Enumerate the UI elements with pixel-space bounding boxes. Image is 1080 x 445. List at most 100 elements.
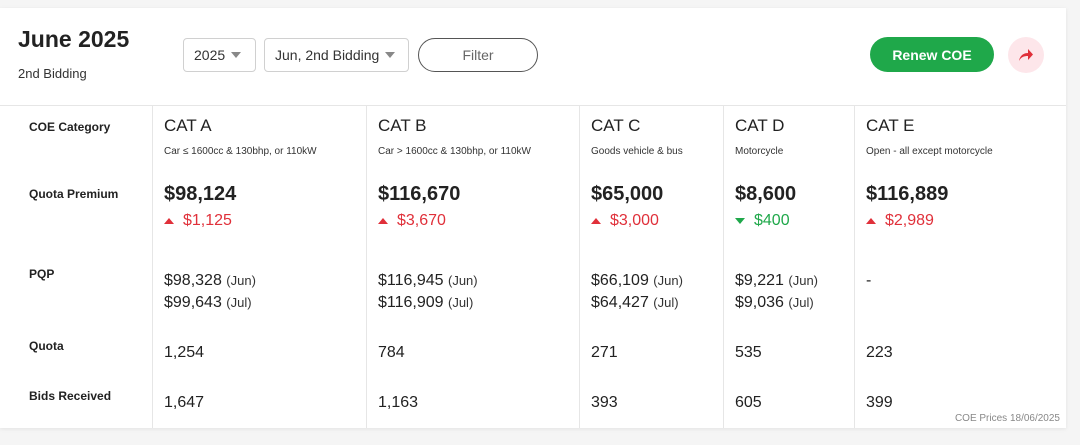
pqp-value: $66,109 [591,272,649,289]
row-label-category: COE Category [29,120,111,134]
quota-premium-value: $116,889 [866,183,949,205]
quota-cell: 535 [735,344,762,362]
pqp-month: (Jul) [653,295,679,310]
share-button[interactable] [1008,37,1044,73]
pqp-month: (Jun) [653,273,683,288]
year-select[interactable]: 2025 [183,38,256,72]
bids-cell: 605 [735,394,762,412]
premium-change-value: $400 [754,212,790,229]
pqp-month: (Jul) [226,295,252,310]
premium-change: $1,125 [164,212,236,230]
pqp-value: $9,036 [735,294,784,311]
pqp-line: $64,427 (Jul) [591,292,683,314]
triangle-up-icon [591,218,601,224]
category-description: Open - all except motorcycle [866,146,993,157]
category-name: CAT B [378,116,427,135]
pqp-line: $66,109 (Jun) [591,270,683,292]
premium-change-value: $3,000 [610,212,659,229]
column-divider [854,106,855,428]
premium-change-value: $3,670 [397,212,446,229]
pqp-cell: - [866,270,871,292]
premium-change: $3,000 [591,212,663,230]
category-header-cell: CAT A Car ≤ 1600cc & 130bhp, or 110kW [164,116,317,157]
pqp-cell: $98,328 (Jun) $99,643 (Jul) [164,270,256,314]
category-header-cell: CAT E Open - all except motorcycle [866,116,993,157]
pqp-value: $116,909 [378,294,444,311]
filter-button[interactable]: Filter [418,38,538,72]
category-description: Car > 1600cc & 130bhp, or 110kW [378,146,531,157]
pqp-value: $116,945 [378,272,444,289]
premium-change-value: $1,125 [183,212,232,229]
quota-value: 535 [735,344,762,361]
category-description: Motorcycle [735,146,784,157]
category-header-cell: CAT D Motorcycle [735,116,784,157]
card-header: June 2025 2nd Bidding 2025 Jun, 2nd Bidd… [0,8,1066,106]
pqp-cell: $116,945 (Jun) $116,909 (Jul) [378,270,478,314]
bids-value: 1,163 [378,394,419,411]
pqp-value: $9,221 [735,272,784,289]
row-label-quota: Quota [29,339,64,353]
quota-premium-cell: $98,124 $1,125 [164,183,236,230]
pqp-line: - [866,270,871,292]
bids-value: 399 [866,394,893,411]
quota-value: 223 [866,344,893,361]
triangle-up-icon [866,218,876,224]
pqp-cell: $66,109 (Jun) $64,427 (Jul) [591,270,683,314]
pqp-month: (Jun) [226,273,256,288]
page-subtitle: 2nd Bidding [18,66,87,81]
pqp-cell: $9,221 (Jun) $9,036 (Jul) [735,270,818,314]
triangle-up-icon [378,218,388,224]
column-divider [366,106,367,428]
quota-value: 271 [591,344,618,361]
category-name: CAT D [735,116,785,135]
column-divider [723,106,724,428]
year-select-value: 2025 [194,47,226,63]
quota-premium-value: $65,000 [591,183,664,205]
coe-table: COE Category Quota Premium PQP Quota Bid… [0,106,1066,428]
bids-cell: 393 [591,394,618,412]
row-label-premium: Quota Premium [29,187,119,201]
chevron-down-icon [385,52,396,58]
coe-card: June 2025 2nd Bidding 2025 Jun, 2nd Bidd… [0,8,1066,428]
quota-value: 784 [378,344,405,361]
pqp-line: $98,328 (Jun) [164,270,256,292]
category-header-cell: CAT B Car > 1600cc & 130bhp, or 110kW [378,116,531,157]
column-divider [579,106,580,428]
pqp-month: (Jun) [448,273,478,288]
pqp-line: $9,221 (Jun) [735,270,818,292]
column-divider [152,106,153,428]
bidding-select[interactable]: Jun, 2nd Bidding [264,38,409,72]
category-header-cell: CAT C Goods vehicle & bus [591,116,683,157]
pqp-line: $99,643 (Jul) [164,292,256,314]
quota-value: 1,254 [164,344,205,361]
category-description: Goods vehicle & bus [591,146,683,157]
premium-change-value: $2,989 [885,212,934,229]
prices-date-note: COE Prices 18/06/2025 [954,413,1060,424]
renew-coe-button[interactable]: Renew COE [870,37,994,72]
bids-cell: 399 [866,394,893,412]
quota-premium-cell: $116,670 $3,670 [378,183,460,230]
quota-premium-value: $98,124 [164,183,237,205]
page-title: June 2025 [18,26,130,52]
bids-value: 605 [735,394,762,411]
quota-premium-cell: $65,000 $3,000 [591,183,663,230]
pqp-line: $116,945 (Jun) [378,270,478,292]
premium-change: $400 [735,212,796,230]
quota-premium-cell: $8,600 $400 [735,183,796,230]
bids-value: 1,647 [164,394,205,411]
bidding-select-value: Jun, 2nd Bidding [275,47,380,63]
pqp-month: (Jun) [788,273,819,288]
share-arrow-icon [1019,49,1033,61]
triangle-down-icon [735,218,745,224]
quota-premium-cell: $116,889 $2,989 [866,183,948,230]
pqp-month: (Jul) [788,295,814,310]
pqp-month: (Jul) [448,295,474,310]
category-name: CAT E [866,116,915,135]
chevron-down-icon [231,52,242,58]
quota-cell: 223 [866,344,893,362]
pqp-value: $99,643 [164,294,222,311]
bids-cell: 1,647 [164,394,204,412]
category-description: Car ≤ 1600cc & 130bhp, or 110kW [164,146,317,157]
quota-cell: 1,254 [164,344,204,362]
quota-premium-value: $116,670 [378,183,461,205]
